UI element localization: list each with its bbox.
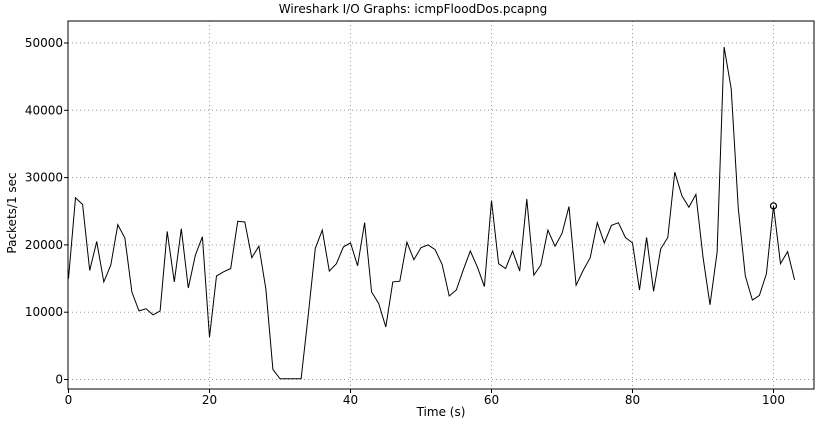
data-points xyxy=(68,46,795,379)
y-tick-label: 0 xyxy=(55,373,63,387)
y-axis-label: Packets/1 sec xyxy=(5,172,19,253)
y-tick-label: 20000 xyxy=(25,238,63,252)
y-tick-label: 40000 xyxy=(25,103,63,117)
series-line-packets xyxy=(68,46,796,380)
chart-title: Wireshark I/O Graphs: icmpFloodDos.pcapn… xyxy=(279,2,548,16)
x-axis-label: Time (s) xyxy=(416,405,466,419)
y-tick-label: 10000 xyxy=(25,305,63,319)
plot-frame xyxy=(67,20,815,390)
x-tick-label: 100 xyxy=(762,393,785,407)
x-tick-label: 40 xyxy=(343,393,358,407)
cursor-marker[interactable] xyxy=(769,202,778,210)
tick-layer: 0 20 40 60 80 100 0 10000 20000 30000 40000 50000 xyxy=(25,36,785,407)
x-tick-label: 60 xyxy=(484,393,499,407)
grid-layer xyxy=(68,21,814,389)
x-tick-label: 0 xyxy=(65,393,73,407)
y-tick-label: 50000 xyxy=(25,36,63,50)
y-tick-label: 30000 xyxy=(25,171,63,185)
x-tick-label: 80 xyxy=(625,393,640,407)
x-tick-label: 20 xyxy=(202,393,217,407)
